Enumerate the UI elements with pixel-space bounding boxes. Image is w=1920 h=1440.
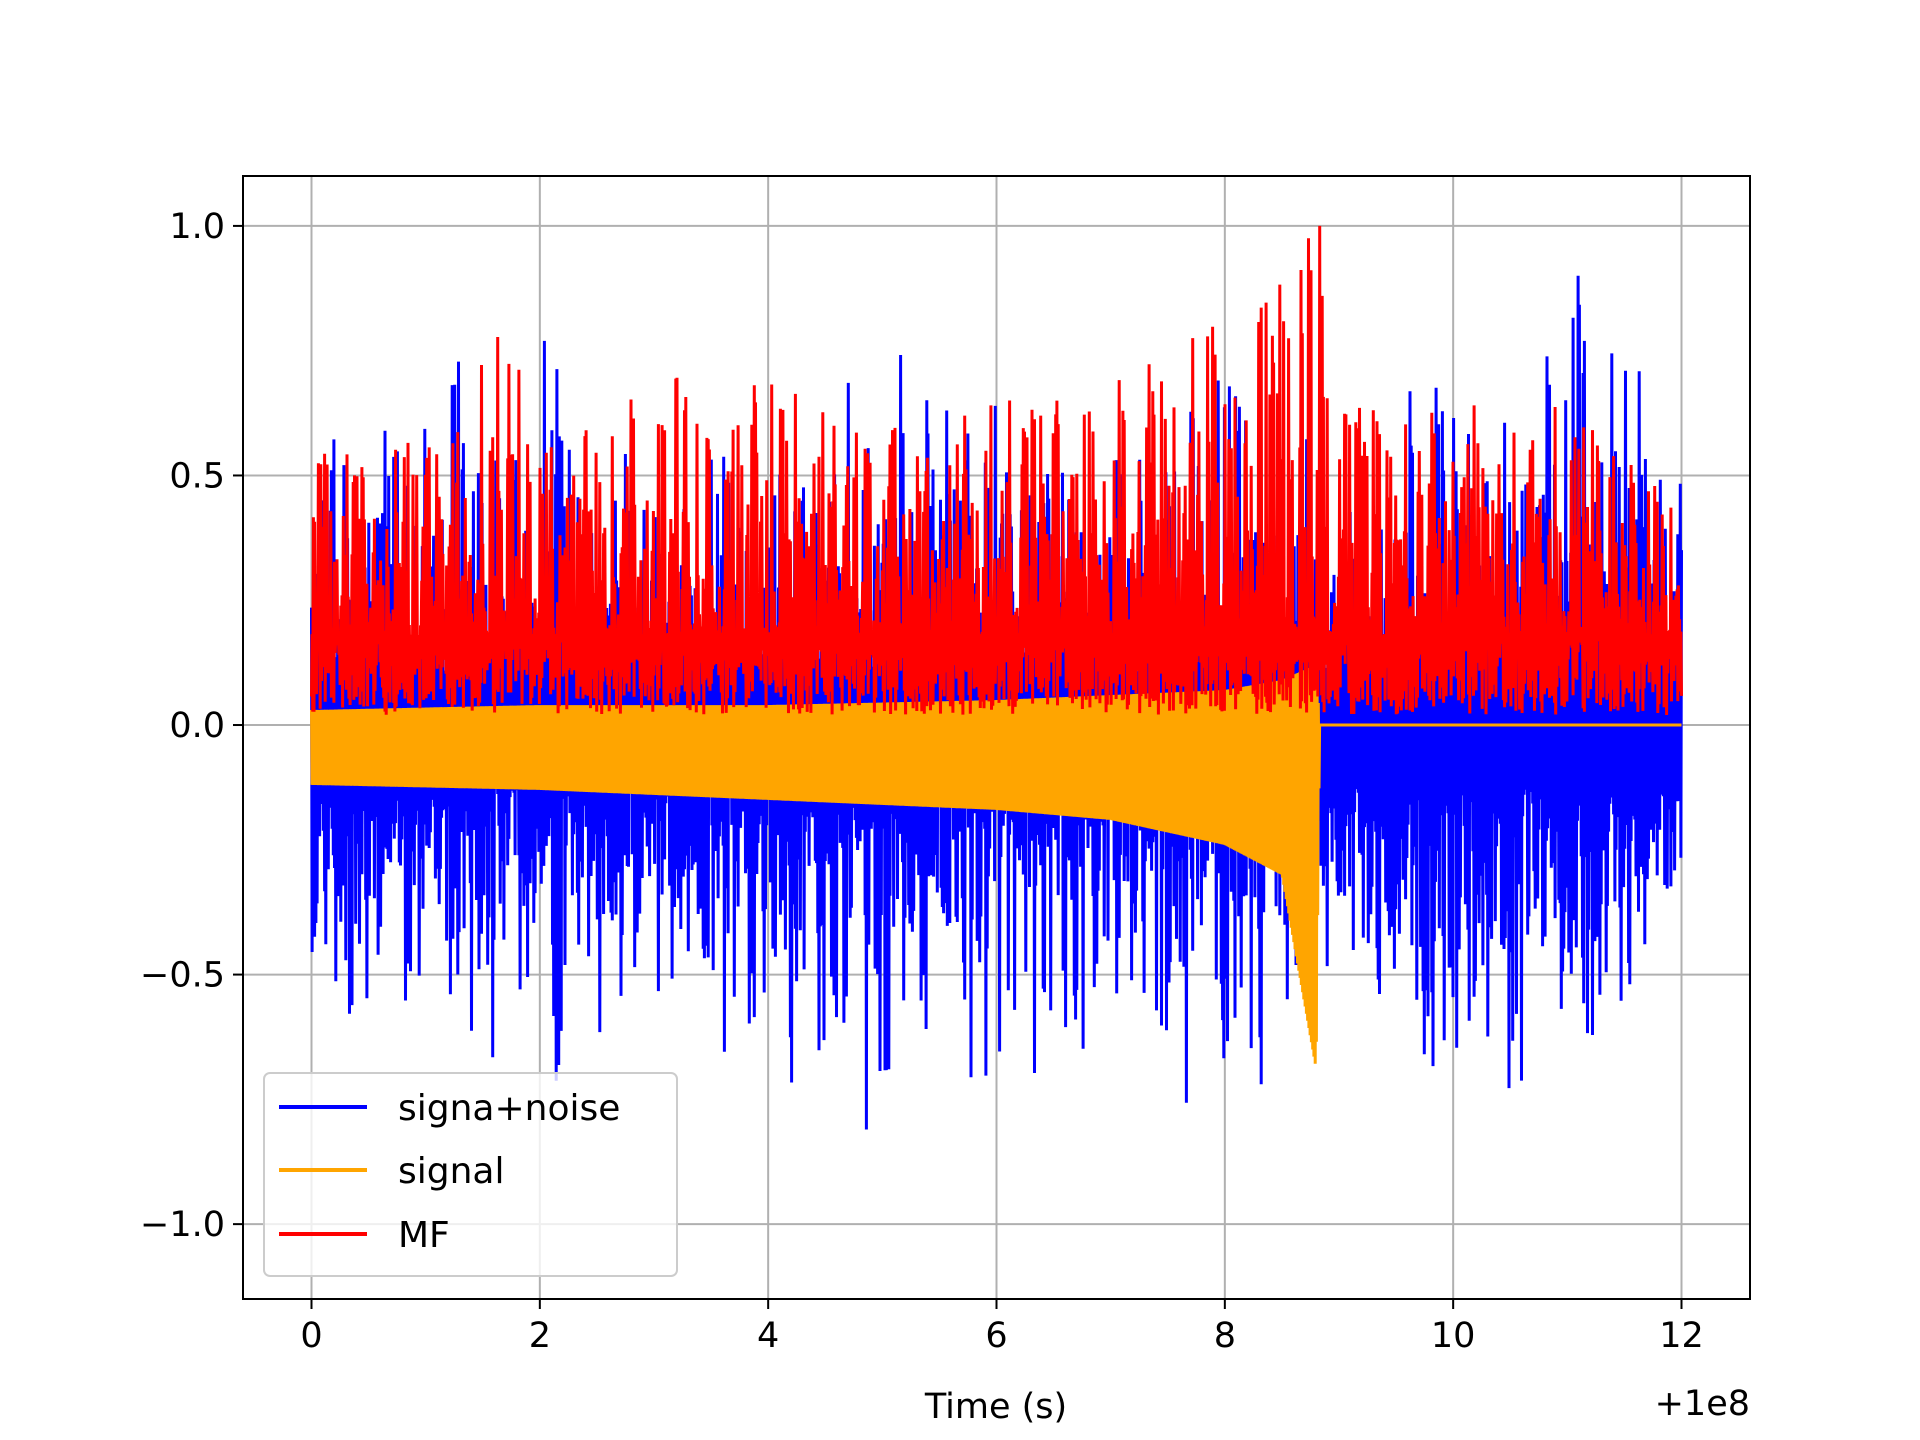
legend-label-signal: signal <box>398 1151 505 1192</box>
legend-box <box>263 1072 678 1277</box>
x-tick-label: 10 <box>1431 1316 1476 1356</box>
x-offset-label: +1e8 <box>1655 1384 1750 1424</box>
y-tick-label: 0.5 <box>169 456 225 496</box>
series-mf-line <box>310 225 1683 716</box>
y-tick-label: −1.0 <box>140 1205 225 1245</box>
x-axis-title: Time (s) <box>924 1387 1067 1427</box>
y-tick-label: 0.0 <box>169 706 225 746</box>
y-tick-label: −0.5 <box>140 956 225 996</box>
plot-series <box>310 225 1683 1130</box>
x-tick-label: 6 <box>985 1316 1007 1356</box>
legend-label-mf: MF <box>398 1215 450 1256</box>
axis-ticks: 0 2 4 6 8 10 12 1.0 0.5 0.0 −0.5 −1.0 <box>140 207 1704 1356</box>
legend-label-signal-noise: signa+noise <box>398 1088 620 1129</box>
x-tick-label: 8 <box>1214 1316 1236 1356</box>
series-signal-line <box>310 665 1682 1064</box>
x-tick-label: 2 <box>529 1316 551 1356</box>
x-tick-label: 12 <box>1659 1316 1704 1356</box>
y-tick-label: 1.0 <box>169 207 225 247</box>
x-tick-label: 0 <box>300 1316 322 1356</box>
x-tick-label: 4 <box>757 1316 779 1356</box>
legend: signa+noise signal MF <box>263 1072 678 1277</box>
